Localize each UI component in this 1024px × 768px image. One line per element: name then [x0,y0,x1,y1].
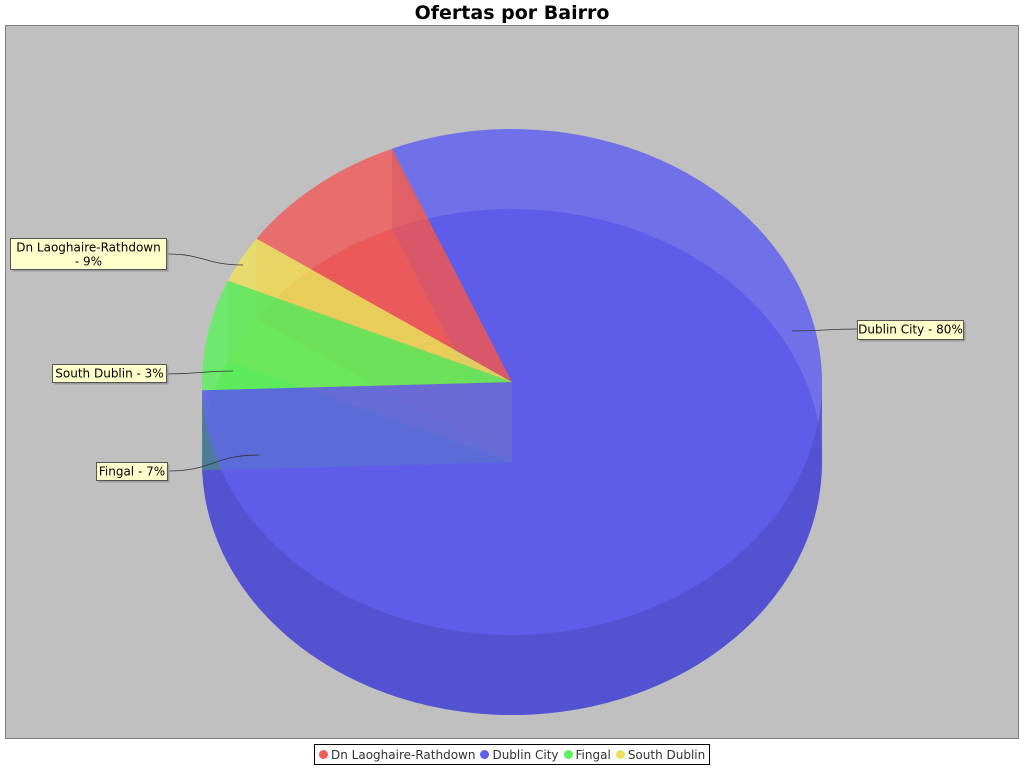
pie-slice-1 [202,129,823,636]
callout-line-2 [167,454,260,472]
callout-layer: Dn Laoghaire-Rathdown - 9% Dublin City - 8… [10,238,966,483]
callout-box-2 [96,462,168,481]
callout-box-3 [52,364,167,383]
callout-line-0 [166,253,244,266]
callout-label-0: Dn Laoghaire-Rathdown - 9% [16,241,160,269]
callout-label-2: Fingal - 7% [99,465,165,479]
callout-2: Fingal - 7% [96,454,260,483]
legend-label-0: Dn Laoghaire-Rathdown [331,747,476,762]
callout-box-0 [10,238,167,270]
callout-3: South Dublin - 3% [52,364,234,385]
legend-item-0: Dn Laoghaire-Rathdown [319,748,475,762]
callout-box-1 [857,320,964,340]
legend-item-1: Dublin City [480,747,559,762]
legend-label-3: South Dublin [627,747,706,762]
legend-item-2: Fingal [563,747,611,762]
pie-slice-side-1-0 [202,382,823,715]
pie-slice-2 [201,280,512,391]
legend-swatch-0 [319,750,328,759]
legend-swatch-2 [563,750,573,759]
callout-line-1 [791,328,858,332]
pie-layer [201,129,823,716]
legend: Dn Laoghaire-Rathdown Dublin City Fingal So… [314,744,711,765]
legend-swatch-3 [615,750,625,759]
legend-label-2: Fingal [575,747,611,762]
chart-title: Ofertas por Bairro [414,2,610,24]
callout-0: Dn Laoghaire-Rathdown - 9% [10,238,244,272]
legend-label-1: Dublin City [492,747,559,762]
pie-slice-3 [227,238,512,382]
callout-line-3 [166,370,234,375]
legend-swatch-1 [480,750,490,759]
legend-item-3: South Dublin [615,747,706,762]
callout-label-1: Dublin City - 80% [858,323,963,337]
callout-1: Dublin City - 80% [791,320,966,342]
pie-slice-0 [256,148,512,382]
callout-label-3: South Dublin - 3% [55,367,163,381]
